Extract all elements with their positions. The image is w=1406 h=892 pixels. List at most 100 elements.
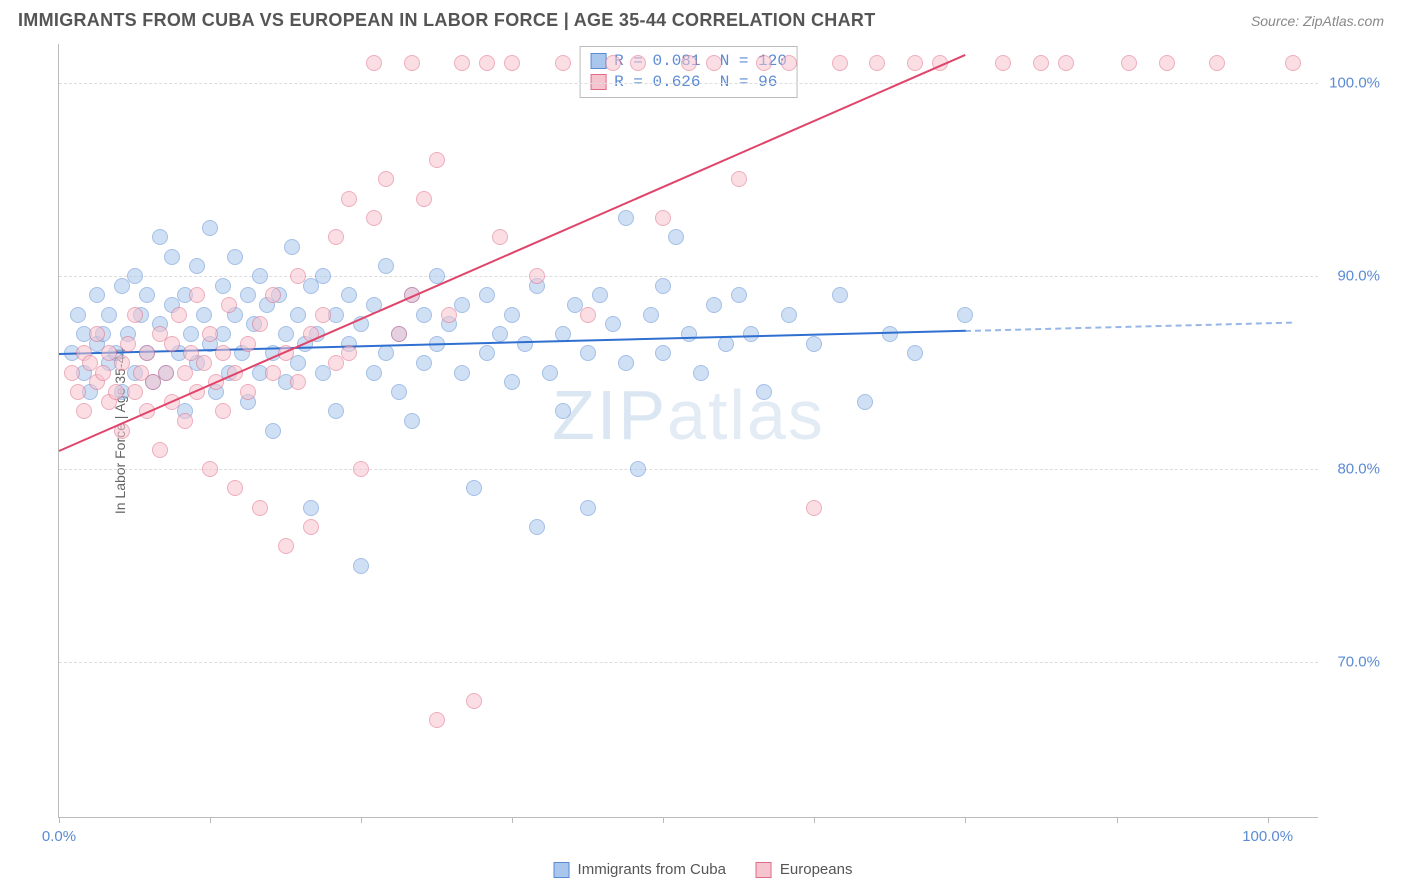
- scatter-point: [64, 365, 80, 381]
- scatter-point: [164, 336, 180, 352]
- scatter-point: [164, 249, 180, 265]
- legend-item-cuba: Immigrants from Cuba: [554, 861, 726, 878]
- scatter-point: [605, 316, 621, 332]
- scatter-point: [240, 336, 256, 352]
- scatter-point: [743, 326, 759, 342]
- scatter-point: [89, 326, 105, 342]
- scatter-point: [655, 210, 671, 226]
- scatter-point: [366, 210, 382, 226]
- scatter-point: [731, 287, 747, 303]
- watermark: ZIPatlas: [552, 375, 825, 455]
- scatter-point: [1159, 55, 1175, 71]
- scatter-point: [630, 55, 646, 71]
- y-tick-label: 90.0%: [1337, 267, 1380, 284]
- gridline: [59, 469, 1318, 470]
- scatter-point: [504, 55, 520, 71]
- scatter-point: [240, 287, 256, 303]
- scatter-point: [1121, 55, 1137, 71]
- x-tick-label: 100.0%: [1242, 828, 1293, 845]
- scatter-point: [806, 500, 822, 516]
- x-tick: [814, 817, 815, 823]
- scatter-point: [89, 287, 105, 303]
- scatter-point: [315, 307, 331, 323]
- scatter-point: [341, 191, 357, 207]
- scatter-point: [832, 287, 848, 303]
- chart-title: IMMIGRANTS FROM CUBA VS EUROPEAN IN LABO…: [18, 10, 876, 31]
- scatter-point: [278, 538, 294, 554]
- chart-source: Source: ZipAtlas.com: [1251, 13, 1384, 29]
- scatter-point: [328, 229, 344, 245]
- scatter-point: [120, 336, 136, 352]
- x-tick: [59, 817, 60, 823]
- trend-line-extrapolated: [965, 322, 1292, 332]
- scatter-point: [202, 220, 218, 236]
- scatter-point: [290, 307, 306, 323]
- scatter-point: [869, 55, 885, 71]
- scatter-point: [957, 307, 973, 323]
- scatter-point: [265, 423, 281, 439]
- scatter-point: [655, 345, 671, 361]
- scatter-point: [454, 55, 470, 71]
- legend-swatch-euro: [756, 862, 772, 878]
- scatter-point: [290, 268, 306, 284]
- scatter-point: [227, 480, 243, 496]
- scatter-point: [108, 384, 124, 400]
- scatter-point: [290, 355, 306, 371]
- scatter-point: [630, 461, 646, 477]
- scatter-point: [252, 316, 268, 332]
- scatter-point: [101, 307, 117, 323]
- scatter-point: [592, 287, 608, 303]
- scatter-point: [555, 403, 571, 419]
- chart-container: ZIPatlas In Labor Force | Age 35-44 R = …: [18, 44, 1388, 848]
- scatter-point: [252, 268, 268, 284]
- scatter-point: [95, 365, 111, 381]
- scatter-point: [643, 307, 659, 323]
- scatter-point: [416, 191, 432, 207]
- legend-label-euro: Europeans: [780, 861, 853, 878]
- legend-item-euro: Europeans: [756, 861, 853, 878]
- scatter-point: [183, 326, 199, 342]
- scatter-point: [70, 307, 86, 323]
- scatter-point: [328, 403, 344, 419]
- scatter-point: [404, 413, 420, 429]
- scatter-point: [580, 345, 596, 361]
- scatter-point: [215, 345, 231, 361]
- scatter-point: [303, 519, 319, 535]
- scatter-point: [416, 355, 432, 371]
- scatter-point: [580, 500, 596, 516]
- scatter-point: [202, 461, 218, 477]
- scatter-point: [353, 461, 369, 477]
- scatter-point: [284, 239, 300, 255]
- scatter-point: [139, 287, 155, 303]
- scatter-point: [278, 326, 294, 342]
- scatter-point: [215, 403, 231, 419]
- legend-label-cuba: Immigrants from Cuba: [578, 861, 726, 878]
- scatter-point: [655, 278, 671, 294]
- scatter-point: [618, 355, 634, 371]
- scatter-point: [995, 55, 1011, 71]
- scatter-point: [466, 480, 482, 496]
- bottom-legend: Immigrants from Cuba Europeans: [554, 861, 853, 878]
- scatter-point: [907, 345, 923, 361]
- scatter-point: [1209, 55, 1225, 71]
- x-tick: [210, 817, 211, 823]
- y-tick-label: 100.0%: [1329, 74, 1380, 91]
- scatter-point: [152, 229, 168, 245]
- scatter-point: [391, 326, 407, 342]
- scatter-point: [504, 374, 520, 390]
- scatter-point: [454, 365, 470, 381]
- scatter-point: [378, 171, 394, 187]
- x-tick: [965, 817, 966, 823]
- x-tick: [361, 817, 362, 823]
- scatter-point: [353, 558, 369, 574]
- scatter-point: [555, 55, 571, 71]
- scatter-point: [416, 307, 432, 323]
- scatter-point: [429, 152, 445, 168]
- scatter-point: [756, 384, 772, 400]
- scatter-point: [731, 171, 747, 187]
- scatter-point: [542, 365, 558, 381]
- scatter-point: [315, 268, 331, 284]
- scatter-point: [152, 442, 168, 458]
- gridline: [59, 83, 1318, 84]
- scatter-point: [681, 55, 697, 71]
